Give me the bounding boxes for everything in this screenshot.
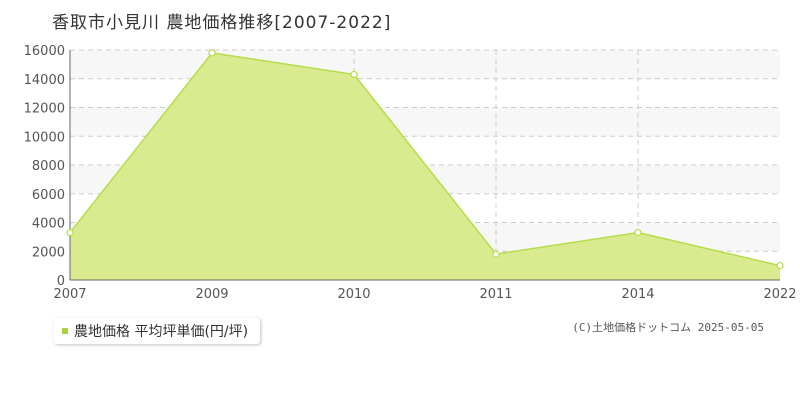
area-fill: [70, 52, 780, 280]
copyright-text: (C)土地価格ドットコム 2025-05-05: [572, 321, 764, 334]
y-tick-label: 10000: [24, 130, 65, 145]
x-tick-label: 2009: [195, 287, 228, 302]
y-tick-label: 6000: [32, 188, 65, 203]
chart-title: 香取市小見川 農地価格推移[2007-2022]: [52, 13, 392, 33]
series-line: [69, 52, 781, 267]
y-tick-label: 4000: [32, 217, 65, 232]
x-tick-label: 2010: [337, 287, 370, 302]
data-point: [776, 262, 784, 270]
y-tick-label: 0: [57, 274, 65, 289]
data-point: [208, 49, 216, 57]
x-tick-label: 2014: [621, 287, 654, 302]
axes: [69, 50, 780, 281]
y-tick-label: 16000: [24, 44, 65, 59]
data-point: [66, 228, 74, 237]
data-point: [350, 70, 358, 79]
x-tick-labels: 2007 2009 2010 2011 2014 2022: [53, 287, 796, 302]
x-tick-label: 2011: [479, 287, 512, 302]
y-tick-label: 14000: [24, 73, 65, 88]
plot-band: [70, 50, 780, 79]
y-tick-labels: 0 2000 4000 6000 8000 10000 12000 14000 16000: [24, 44, 65, 289]
x-tick-label: 2022: [763, 287, 796, 302]
data-point: [634, 228, 642, 237]
legend-label: 農地価格 平均坪単価(円/坪): [74, 324, 249, 340]
y-tick-label: 2000: [32, 245, 65, 260]
data-point: [492, 250, 500, 258]
data-points: [66, 49, 784, 270]
x-tick-label: 2007: [53, 287, 86, 302]
legend-swatch: [62, 328, 68, 334]
legend: 農地価格 平均坪単価(円/坪): [54, 318, 261, 344]
y-tick-label: 8000: [32, 159, 65, 174]
series-area: [69, 52, 781, 280]
y-tick-label: 12000: [24, 102, 65, 117]
